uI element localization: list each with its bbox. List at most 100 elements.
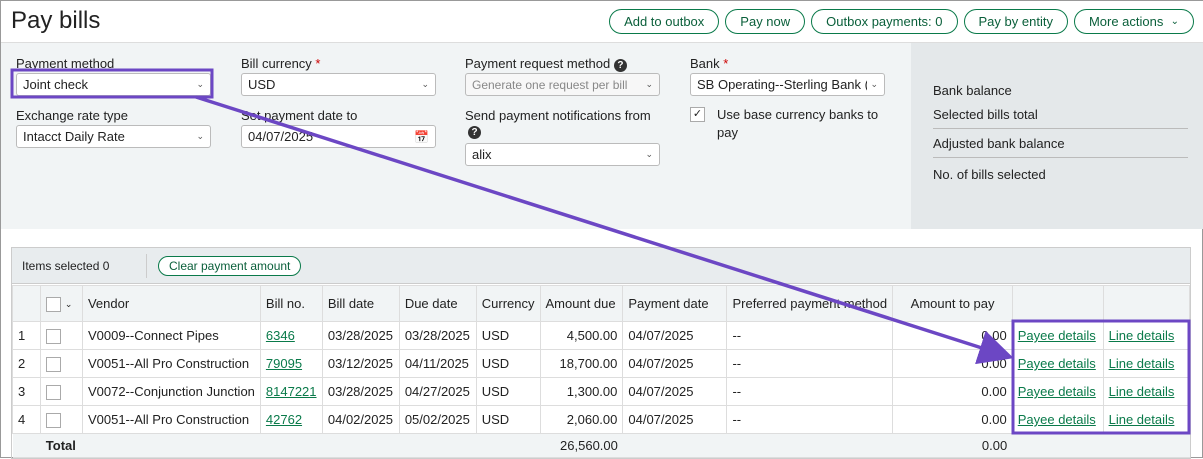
- pay-now-button[interactable]: Pay now: [725, 9, 806, 34]
- bill-currency-value: USD: [248, 77, 276, 92]
- bill-currency-select[interactable]: USD ⌄: [241, 73, 436, 96]
- pay-by-entity-button[interactable]: Pay by entity: [963, 9, 1068, 34]
- summary-panel: Bank balance Selected bills total Adjust…: [911, 43, 1203, 229]
- chevron-down-icon: ⌄: [1170, 16, 1179, 27]
- vendor-cell: V0051--All Pro Construction: [81, 405, 261, 434]
- row-checkbox[interactable]: [46, 384, 62, 400]
- preferred-method-cell: --: [726, 321, 894, 350]
- vendor-cell: V0009--Connect Pipes: [81, 321, 261, 350]
- line-details-link[interactable]: Line details: [1108, 412, 1175, 427]
- amount-due-cell: 4,500.00: [539, 321, 624, 350]
- payment-method-select[interactable]: Joint check ⌄: [16, 73, 211, 96]
- row-number-header: [11, 285, 42, 322]
- page-title: Pay bills: [11, 7, 101, 34]
- column-header-payment-date[interactable]: Payment date: [622, 285, 728, 322]
- row-checkbox[interactable]: [46, 328, 62, 344]
- outbox-payments-button[interactable]: Outbox payments: 0: [811, 9, 958, 34]
- help-icon[interactable]: ?: [468, 126, 481, 139]
- column-header-bill-date[interactable]: Bill date: [321, 285, 400, 322]
- bills-table: ⌄ Vendor Bill no. Bill date Due date Cur…: [11, 285, 1191, 458]
- column-header-amount-due[interactable]: Amount due: [539, 285, 624, 322]
- bill-date-cell: 03/12/2025: [321, 349, 400, 378]
- table-row: 4 V0051--All Pro Construction 42762 04/0…: [11, 405, 1191, 434]
- amount-due-cell: 1,300.00: [539, 377, 624, 406]
- payment-request-method-select[interactable]: Generate one request per bill ⌄: [465, 73, 660, 96]
- row-checkbox[interactable]: [46, 356, 62, 372]
- amount-to-pay-cell[interactable]: 0.00: [892, 349, 1013, 378]
- chevron-down-icon: ⌄: [645, 149, 653, 159]
- due-date-cell: 03/28/2025: [398, 321, 477, 350]
- bill-no-cell: 6346: [259, 321, 323, 350]
- bill-no-cell: 8147221: [259, 377, 323, 406]
- payment-date-input[interactable]: 04/07/2025 📅: [241, 125, 436, 148]
- send-notifications-value: alix: [472, 147, 492, 162]
- row-number: 2: [11, 349, 42, 378]
- row-checkbox[interactable]: [46, 412, 62, 428]
- clear-payment-amount-button[interactable]: Clear payment amount: [158, 256, 302, 276]
- exchange-rate-type-select[interactable]: Intacct Daily Rate ⌄: [16, 125, 211, 148]
- payment-date-cell[interactable]: 04/07/2025: [622, 321, 728, 350]
- select-all-header: ⌄: [40, 285, 83, 322]
- line-details-link[interactable]: Line details: [1108, 356, 1175, 371]
- payee-details-link[interactable]: Payee details: [1017, 412, 1096, 427]
- bill-currency-label: Bill currency *: [241, 56, 320, 71]
- line-details-link[interactable]: Line details: [1108, 384, 1175, 399]
- bank-balance-label: Bank balance: [933, 83, 1012, 98]
- total-amount-to-pay: 0.00: [622, 433, 1013, 458]
- payee-details-cell: Payee details: [1011, 349, 1104, 378]
- amount-to-pay-cell[interactable]: 0.00: [892, 321, 1013, 350]
- payment-method-value: Joint check: [23, 77, 89, 92]
- column-header-bill-no[interactable]: Bill no.: [259, 285, 323, 322]
- chevron-down-icon: ⌄: [196, 79, 204, 89]
- amount-to-pay-cell[interactable]: 0.00: [892, 405, 1013, 434]
- payee-details-link[interactable]: Payee details: [1017, 356, 1096, 371]
- total-spacer: [12, 433, 41, 458]
- chevron-down-icon: ⌄: [196, 131, 204, 141]
- use-base-currency-checkbox[interactable]: ✓: [690, 107, 705, 122]
- line-details-cell: Line details: [1102, 377, 1191, 406]
- column-header-due-date[interactable]: Due date: [398, 285, 477, 322]
- payee-details-cell: Payee details: [1011, 405, 1104, 434]
- bill-no-link[interactable]: 79095: [265, 356, 303, 371]
- amount-due-cell: 18,700.00: [539, 349, 624, 378]
- payee-details-link[interactable]: Payee details: [1017, 328, 1096, 343]
- line-details-link[interactable]: Line details: [1108, 328, 1175, 343]
- bill-no-link[interactable]: 42762: [265, 412, 303, 427]
- currency-cell: USD: [475, 349, 541, 378]
- column-header-currency[interactable]: Currency: [475, 285, 541, 322]
- amount-to-pay-cell[interactable]: 0.00: [892, 377, 1013, 406]
- add-to-outbox-button[interactable]: Add to outbox: [609, 9, 720, 34]
- chevron-down-icon[interactable]: ⌄: [64, 299, 73, 310]
- row-select-cell: [40, 321, 83, 350]
- currency-cell: USD: [475, 321, 541, 350]
- column-header-payee-details: [1011, 285, 1104, 322]
- column-header-amount-to-pay[interactable]: Amount to pay: [892, 285, 1013, 322]
- help-icon[interactable]: ?: [613, 59, 627, 72]
- payment-date-cell[interactable]: 04/07/2025: [622, 377, 728, 406]
- row-number: 4: [11, 405, 42, 434]
- send-notifications-select[interactable]: alix ⌄: [465, 143, 660, 166]
- calendar-icon[interactable]: 📅: [414, 129, 429, 144]
- bill-currency-label-text: Bill currency: [241, 56, 312, 71]
- row-number: 3: [11, 377, 42, 406]
- amount-due-cell: 2,060.00: [539, 405, 624, 434]
- payment-date-cell[interactable]: 04/07/2025: [622, 349, 728, 378]
- select-all-checkbox[interactable]: [46, 296, 62, 312]
- payment-date-value: 04/07/2025: [248, 129, 314, 144]
- column-header-preferred-payment-method[interactable]: Preferred payment method: [726, 285, 894, 322]
- more-actions-button[interactable]: More actions ⌄: [1073, 9, 1194, 34]
- bank-select[interactable]: SB Operating--Sterling Bank (⌄: [690, 73, 885, 96]
- payment-date-cell[interactable]: 04/07/2025: [622, 405, 728, 434]
- more-actions-label: More actions: [1088, 14, 1164, 29]
- bill-no-link[interactable]: 8147221: [265, 384, 317, 399]
- column-header-vendor[interactable]: Vendor: [81, 285, 261, 322]
- row-select-cell: [40, 349, 83, 378]
- chevron-down-icon: ⌄: [645, 79, 653, 89]
- divider: [146, 254, 147, 278]
- preferred-method-cell: --: [726, 405, 894, 434]
- payment-request-method-label: Payment request method ?: [465, 56, 627, 72]
- exchange-rate-type-label: Exchange rate type: [16, 108, 129, 123]
- payee-details-link[interactable]: Payee details: [1017, 384, 1096, 399]
- required-marker: *: [723, 56, 729, 71]
- bill-no-link[interactable]: 6346: [265, 328, 295, 343]
